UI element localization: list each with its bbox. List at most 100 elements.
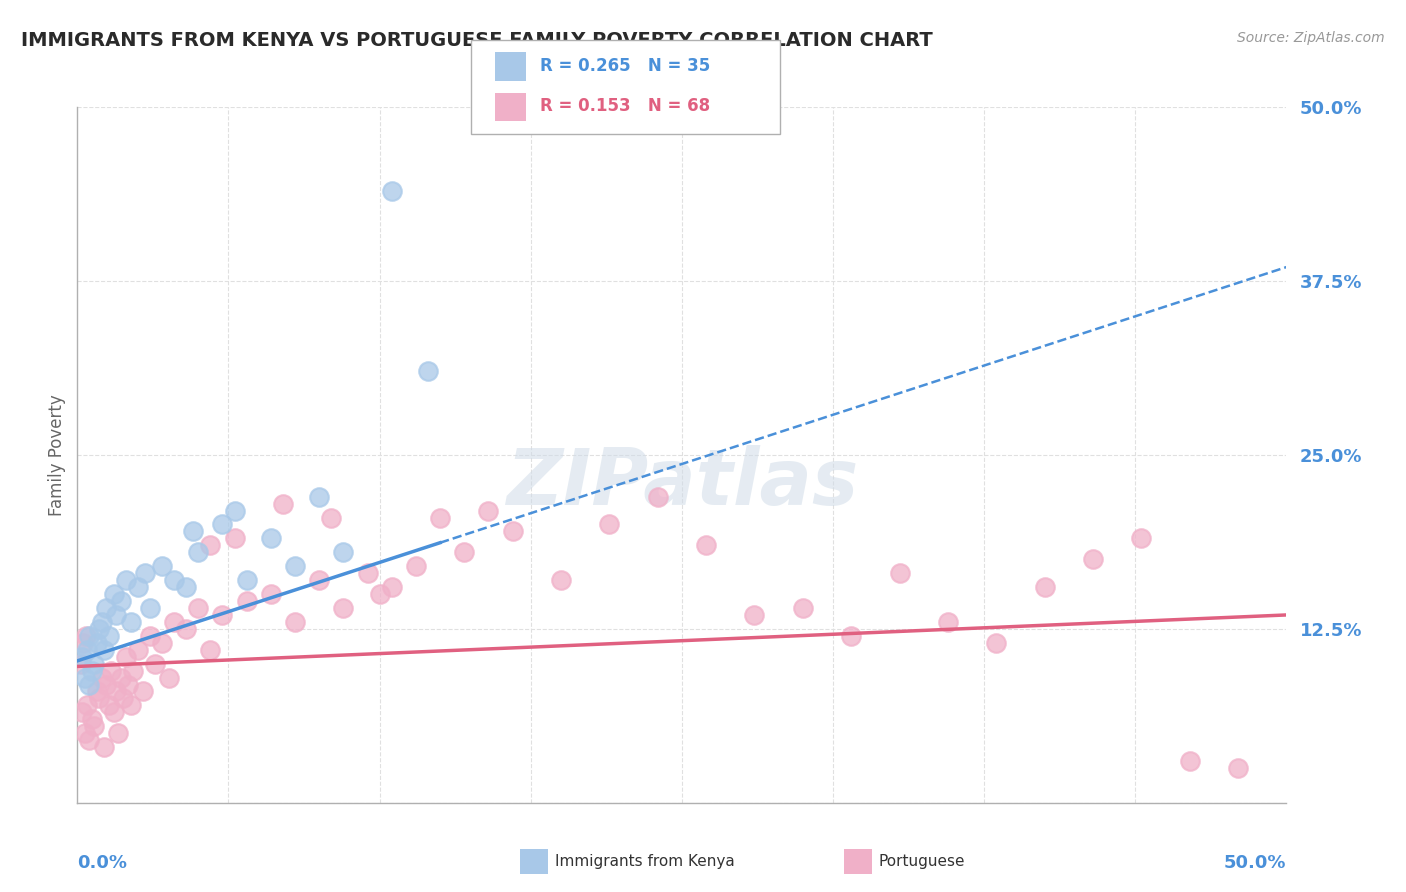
Point [356,566,378,581]
Point [76,642,98,657]
Point [284,615,307,629]
Point [332,601,354,615]
Point [647,490,669,504]
Point [131,684,153,698]
Point [260,587,283,601]
Point [695,538,717,552]
Point [73,671,96,685]
Point [127,580,149,594]
Point [235,573,257,587]
Point [839,629,862,643]
Point [163,573,186,587]
Point [187,545,209,559]
Point [792,601,814,615]
Text: IMMIGRANTS FROM KENYA VS PORTUGUESE FAMILY POVERTY CORRELATION CHART: IMMIGRANTS FROM KENYA VS PORTUGUESE FAMI… [21,31,932,50]
Point [97,629,120,643]
Point [97,698,120,713]
Point [157,671,180,685]
Text: ZIPatlas: ZIPatlas [506,445,858,521]
Point [986,636,1008,650]
Point [211,517,233,532]
Point [381,184,404,198]
Point [368,587,391,601]
Point [93,740,115,755]
Point [117,677,139,691]
Point [143,657,166,671]
Point [86,684,108,698]
Point [174,622,197,636]
Point [114,573,136,587]
Text: 50.0%: 50.0% [1225,855,1286,872]
Point [139,601,162,615]
Point [134,566,156,581]
Point [79,733,101,747]
Point [224,503,246,517]
Point [321,510,343,524]
Point [550,573,572,587]
Point [72,636,94,650]
Point [200,538,222,552]
Point [174,580,197,594]
Point [93,642,115,657]
Point [87,622,110,636]
Point [598,517,620,532]
Point [87,691,110,706]
Point [477,503,499,517]
Point [1178,754,1201,768]
Point [110,671,132,685]
Point [70,657,93,671]
Point [139,629,162,643]
Point [90,615,112,629]
Point [405,559,427,574]
Point [100,664,122,678]
Point [105,607,128,622]
Point [308,573,330,587]
Point [211,607,233,622]
Point [76,698,98,713]
Point [271,497,294,511]
Point [453,545,475,559]
Point [73,726,96,740]
Point [1081,552,1104,566]
Point [744,607,766,622]
Point [416,364,439,378]
Point [183,524,205,539]
Point [96,677,118,691]
Point [110,594,132,608]
Point [502,524,524,539]
Point [122,664,145,678]
Point [150,559,173,574]
Text: Source: ZipAtlas.com: Source: ZipAtlas.com [1237,31,1385,45]
Point [429,510,451,524]
Point [120,615,142,629]
Point [308,490,330,504]
Text: Immigrants from Kenya: Immigrants from Kenya [555,855,735,869]
Point [332,545,354,559]
Point [90,671,112,685]
Point [889,566,911,581]
Point [86,636,108,650]
Point [150,636,173,650]
Point [260,532,283,546]
Point [187,601,209,615]
Point [284,559,307,574]
Point [224,532,246,546]
Point [80,664,103,678]
Text: Portuguese: Portuguese [879,855,966,869]
Point [936,615,959,629]
Y-axis label: Family Poverty: Family Poverty [48,394,66,516]
Point [381,580,404,594]
Point [103,587,125,601]
Point [107,726,129,740]
Point [200,642,222,657]
Point [75,629,97,643]
Point [79,677,101,691]
Point [112,691,135,706]
Point [114,649,136,664]
Text: R = 0.153   N = 68: R = 0.153 N = 68 [540,97,710,115]
Point [103,706,125,720]
Point [1130,532,1153,546]
Point [80,712,103,726]
Point [83,657,105,671]
Point [70,649,93,664]
